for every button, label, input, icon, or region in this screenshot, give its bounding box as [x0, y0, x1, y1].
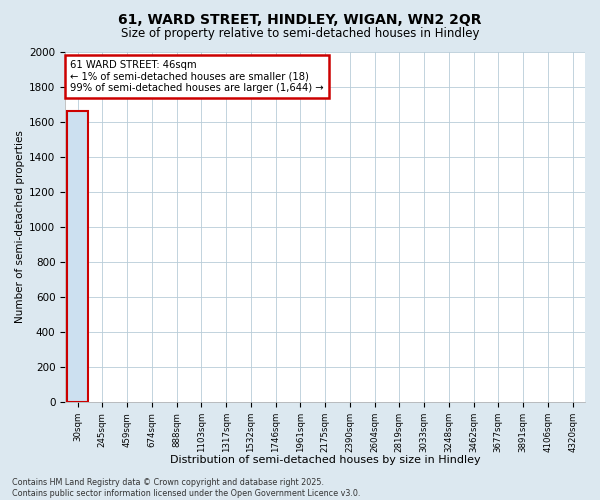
Text: 61, WARD STREET, HINDLEY, WIGAN, WN2 2QR: 61, WARD STREET, HINDLEY, WIGAN, WN2 2QR	[118, 12, 482, 26]
Text: Contains HM Land Registry data © Crown copyright and database right 2025.
Contai: Contains HM Land Registry data © Crown c…	[12, 478, 361, 498]
Bar	[67, 111, 88, 402]
Text: 61 WARD STREET: 46sqm
← 1% of semi-detached houses are smaller (18)
99% of semi-: 61 WARD STREET: 46sqm ← 1% of semi-detac…	[70, 60, 324, 94]
Y-axis label: Number of semi-detached properties: Number of semi-detached properties	[15, 130, 25, 324]
Text: Size of property relative to semi-detached houses in Hindley: Size of property relative to semi-detach…	[121, 28, 479, 40]
X-axis label: Distribution of semi-detached houses by size in Hindley: Distribution of semi-detached houses by …	[170, 455, 481, 465]
